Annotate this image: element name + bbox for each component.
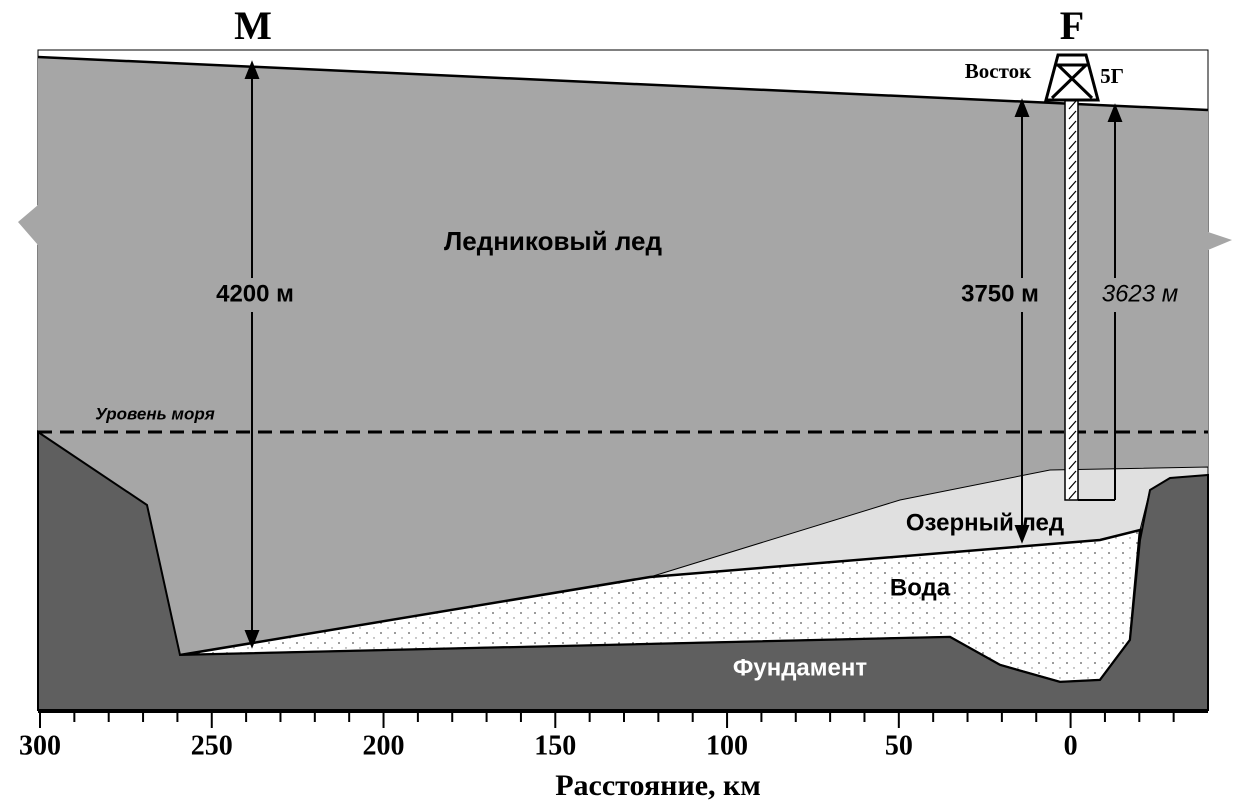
region-label: Озерный лед xyxy=(906,509,1064,536)
x-tick-label: 200 xyxy=(363,730,405,761)
tower xyxy=(1044,53,1100,102)
label-bg xyxy=(1083,278,1198,312)
ice-surface xyxy=(37,55,1209,112)
borehole-label: 5Г xyxy=(1100,64,1124,88)
borehole-hatch xyxy=(1065,100,1078,500)
region-label: Фундамент xyxy=(733,654,868,681)
point-label: F xyxy=(1060,3,1084,48)
x-tick-label: 0 xyxy=(1064,730,1078,761)
depth-label: 3623 м xyxy=(1102,280,1179,307)
point-label: M xyxy=(234,3,272,48)
region-label: Вода xyxy=(890,574,951,601)
axis-title: Расстояние, км xyxy=(555,769,761,802)
bedrock xyxy=(37,430,1209,711)
region-label: Ледниковый лед xyxy=(444,226,662,256)
x-tick-label: 50 xyxy=(885,730,913,761)
x-tick-label: 150 xyxy=(534,730,576,761)
depth-label: 3750 м xyxy=(961,280,1039,307)
x-tick-label: 300 xyxy=(19,730,61,761)
x-tick-label: 250 xyxy=(191,730,233,761)
label-bg xyxy=(945,278,1055,312)
depth-label: 4200 м xyxy=(216,280,294,307)
dimension-arrows xyxy=(244,60,1123,649)
label-bg xyxy=(205,278,305,312)
x-tick-label: 100 xyxy=(706,730,748,761)
station-label: Восток xyxy=(965,59,1032,83)
sea-level-label: Уровень моря xyxy=(95,404,215,423)
